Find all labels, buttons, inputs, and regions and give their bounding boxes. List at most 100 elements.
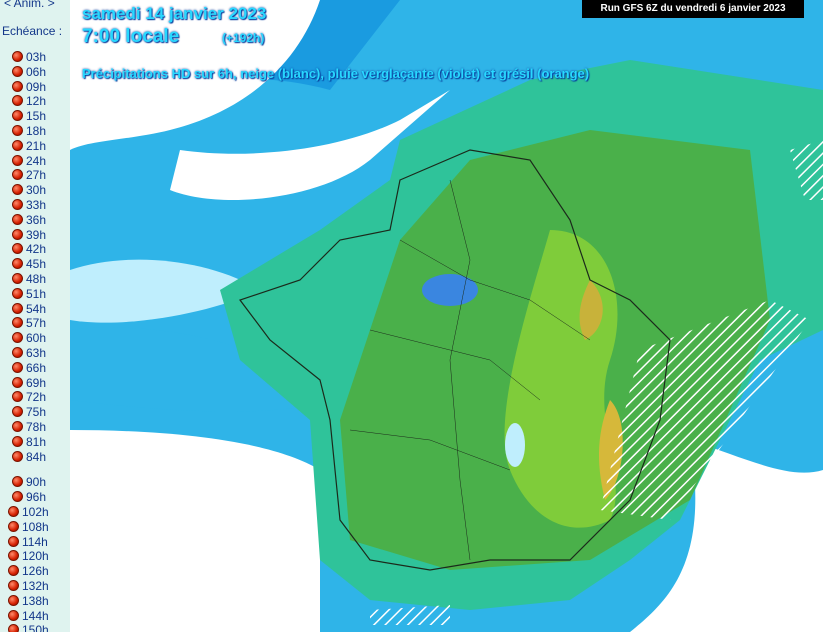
echeance-item[interactable]: 60h (12, 331, 46, 345)
echeance-dot (12, 154, 23, 166)
echeance-dot (8, 550, 19, 562)
echeance-hour: 21h (26, 138, 47, 153)
echeance-item[interactable]: 39h (12, 228, 46, 242)
echeance-item[interactable]: 120h (8, 549, 49, 563)
echeance-item[interactable]: 42h (12, 242, 46, 256)
echeance-hour: 126h (22, 564, 49, 579)
echeance-item[interactable]: 90h (12, 475, 46, 489)
anim-link[interactable]: < Anim. > (4, 0, 55, 10)
echeance-item[interactable]: 45h (12, 257, 46, 271)
run-label: Run GFS 6Z du vendredi 6 janvier 2023 (582, 0, 804, 18)
echeance-item[interactable]: 51h (12, 287, 46, 301)
echeance-hour: 18h (26, 124, 47, 138)
echeance-hour: 69h (26, 375, 47, 390)
echeance-dot (12, 317, 23, 329)
echeance-hour: 72h (26, 390, 47, 405)
echeance-item[interactable]: 96h (12, 490, 46, 504)
echeance-hour: 03h (26, 50, 47, 64)
echeance-hour: 138h (22, 593, 49, 608)
echeance-dot (12, 287, 23, 299)
echeance-hour: 36h (26, 212, 47, 227)
echeance-hour: 51h (26, 286, 47, 301)
echeance-dot (12, 406, 23, 418)
echeance-item[interactable]: 108h (8, 520, 49, 534)
echeance-item[interactable]: 48h (12, 272, 46, 286)
echeance-dot (8, 580, 19, 591)
echeance-hour: 30h (26, 183, 47, 198)
echeance-dot (8, 624, 19, 632)
echeance-dot (12, 95, 23, 107)
echeance-dot (12, 332, 23, 344)
echeance-hour: 60h (26, 331, 47, 346)
echeance-item[interactable]: 24h (12, 154, 46, 168)
echeance-dot (12, 421, 23, 432)
echeance-hour: 15h (26, 109, 47, 124)
echeance-dot (12, 476, 23, 488)
echeance-hour: 06h (26, 64, 47, 79)
echeance-item[interactable]: 63h (12, 346, 46, 360)
echeance-item[interactable]: 102h (8, 505, 49, 519)
echeance-hour: 27h (26, 168, 47, 183)
echeance-item[interactable]: 18h (12, 124, 46, 138)
echeance-item[interactable]: 15h (12, 109, 46, 123)
echeance-hour: 12h (26, 94, 47, 109)
echeance-item[interactable]: 54h (12, 302, 46, 316)
echeance-item[interactable]: 138h (8, 594, 49, 608)
echeance-item[interactable]: 132h (8, 579, 49, 593)
echeance-item[interactable]: 144h (8, 609, 49, 623)
precip-map (70, 0, 823, 632)
echeance-item[interactable]: 30h (12, 183, 46, 197)
echeance-item[interactable]: 72h (12, 390, 46, 404)
echeance-hour: 108h (22, 519, 49, 534)
echeance-dot (12, 213, 23, 225)
echeance-hour: 48h (26, 272, 47, 286)
echeance-dot (12, 491, 23, 503)
echeance-dot (12, 450, 23, 462)
echeance-item[interactable]: 57h (12, 316, 46, 330)
echeance-item[interactable]: 75h (12, 405, 46, 419)
echeance-item[interactable]: 09h (12, 80, 46, 94)
echeance-hour: 33h (26, 198, 47, 212)
echeance-hour: 102h (22, 505, 49, 519)
echeance-dot (8, 506, 19, 517)
echeance-hour: 78h (26, 420, 47, 434)
echeance-item[interactable]: 33h (12, 198, 46, 212)
echeance-item[interactable]: 12h (12, 94, 46, 108)
map-time: 7:00 locale (82, 26, 180, 47)
echeance-dot (12, 435, 23, 447)
echeance-dot (12, 376, 23, 388)
echeance-item[interactable]: 03h (12, 50, 46, 64)
echeance-item[interactable]: 66h (12, 361, 46, 375)
echeance-dot (8, 594, 19, 606)
echeance-hour: 42h (26, 242, 47, 257)
echeance-hour: 150h (22, 623, 49, 632)
echeance-item[interactable]: 78h (12, 420, 46, 434)
echeance-hour: 84h (26, 449, 47, 464)
echeance-item[interactable]: 69h (12, 376, 46, 390)
echeance-item[interactable]: 114h (8, 535, 48, 549)
echeance-hour: 120h (22, 549, 49, 564)
echeance-dot (12, 139, 23, 151)
echeance-hour: 57h (26, 316, 47, 331)
echeance-hour: 75h (26, 405, 47, 420)
echeance-hour: 144h (22, 608, 49, 623)
echeance-dot (12, 243, 23, 255)
echeance-dot (12, 65, 23, 77)
echeance-item[interactable]: 84h (12, 450, 46, 464)
echeance-item[interactable]: 06h (12, 65, 46, 79)
echeance-dot (12, 125, 23, 136)
echeance-item[interactable]: 126h (8, 564, 49, 578)
echeance-dot (12, 110, 23, 122)
echeance-item[interactable]: 21h (12, 139, 46, 153)
echeance-dot (12, 80, 23, 92)
echeance-item[interactable]: 81h (12, 435, 46, 449)
echeance-dot (8, 565, 19, 577)
echeance-dot (12, 258, 23, 270)
echeance-item[interactable]: 150h (8, 623, 49, 632)
echeance-dot (12, 361, 23, 373)
echeance-item[interactable]: 27h (12, 168, 46, 182)
echeance-item[interactable]: 36h (12, 213, 46, 227)
sidebar: < Anim. > Echéance : 03h 06h 09h 12h 15h 18h 2… (0, 0, 70, 632)
echeance-dot (12, 51, 23, 62)
